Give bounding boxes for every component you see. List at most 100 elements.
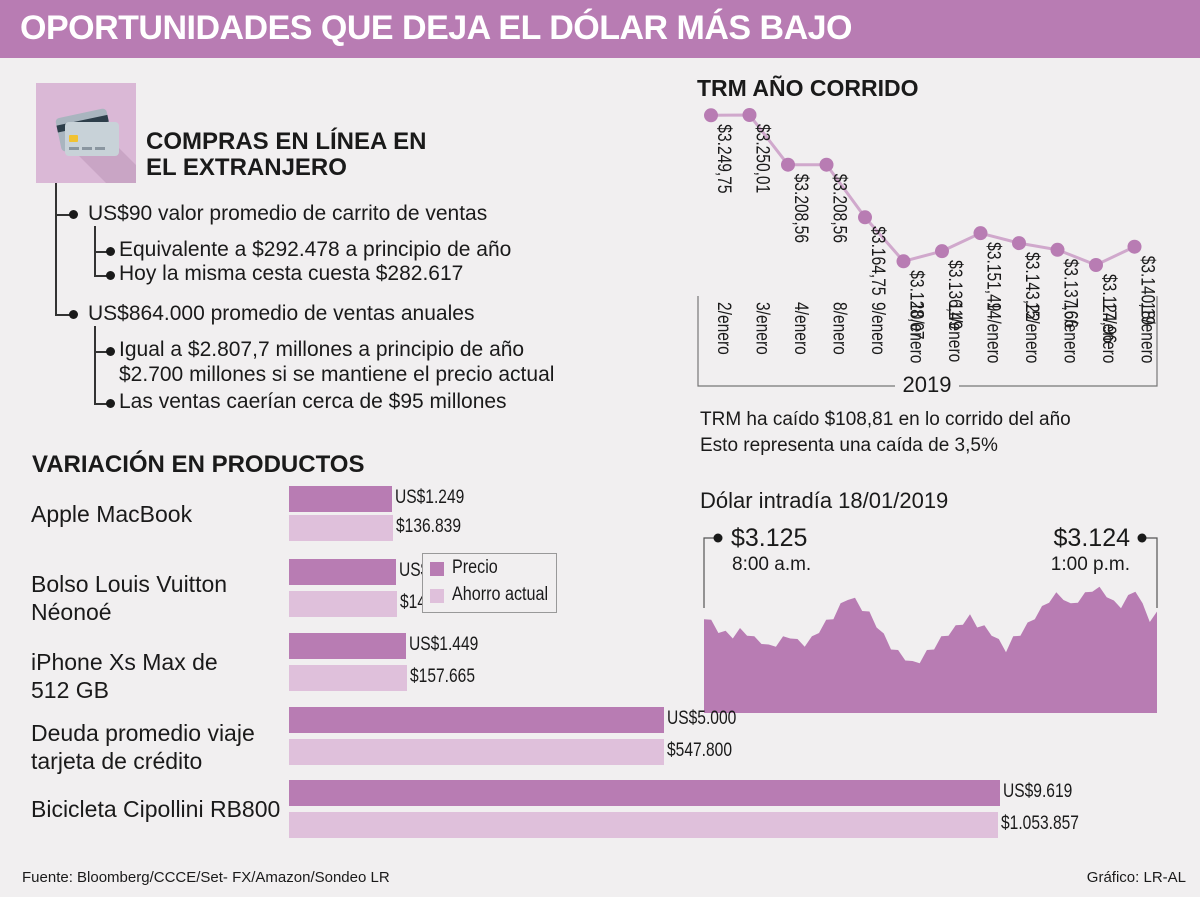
tree-branch xyxy=(94,403,108,405)
productos-title: VARIACIÓN EN PRODUCTOS xyxy=(32,451,365,478)
tree-branch xyxy=(55,214,71,216)
trm-point xyxy=(781,157,795,172)
bar-precio xyxy=(289,633,407,659)
trm-value-label: $3.208,56 xyxy=(829,174,851,243)
bullet-dot xyxy=(106,399,115,408)
trm-value-label: $3.128,07 xyxy=(906,270,928,339)
trm-line-chart: TRM AÑO CORRIDO $3.249,75 $3.250,01 $3.208… xyxy=(697,74,1159,456)
trm-date-label: 4/enero xyxy=(791,302,813,355)
compras-title-line2: EL EXTRANJERO xyxy=(146,154,347,181)
tree-line-main xyxy=(55,183,57,315)
sub-caerian: Las ventas caerían cerca de $95 millones xyxy=(119,390,507,413)
page-title: OPORTUNIDADES QUE DEJA EL DÓLAR MÁS BAJO xyxy=(20,9,852,47)
trm-point xyxy=(1127,239,1142,254)
trm-point xyxy=(704,108,718,123)
product-label-bicicleta: Bicicleta Cipollini RB800 xyxy=(31,796,281,822)
intraday-title: Dólar intradía 18/01/2019 xyxy=(700,488,948,513)
trm-note-1: TRM ha caído $108,81 en lo corrido del a… xyxy=(700,409,1071,430)
trm-date-label: 2/enero xyxy=(714,302,736,355)
trm-title: TRM AÑO CORRIDO xyxy=(697,74,918,101)
bar-ahorro-label: $136.839 xyxy=(396,516,462,537)
trm-value-label: $3.143,22 xyxy=(1022,252,1044,321)
trm-point xyxy=(1089,258,1103,272)
trm-xlabel: 2019 xyxy=(903,372,952,397)
intraday-start-time: 8:00 a.m. xyxy=(732,554,811,575)
product-label-bolso: Bolso Louis Vuitton Néonoé xyxy=(31,571,228,625)
bullet-ventas: US$864.000 promedio de ventas anuales xyxy=(88,302,475,325)
trm-point xyxy=(1050,242,1065,257)
trm-point xyxy=(1012,236,1026,251)
bullet-dot xyxy=(106,247,115,256)
sub-equivalente: Equivalente a $292.478 a principio de añ… xyxy=(119,238,512,261)
intraday-end-dot xyxy=(1137,533,1147,543)
trm-value-label: $3.250,01 xyxy=(752,124,774,193)
footer-source: Fuente: Bloomberg/CCCE/Set- FX/Amazon/So… xyxy=(22,869,390,886)
bar-ahorro xyxy=(289,812,998,838)
bullet-dot xyxy=(106,271,115,280)
bullet-dot xyxy=(69,310,78,319)
trm-date-label: 8/enero xyxy=(829,302,851,355)
trm-value-label: $3.140,19 xyxy=(1137,256,1159,325)
trm-value-label: $3.137,66 xyxy=(1060,259,1082,328)
bullet-dot xyxy=(69,210,78,219)
trm-date-label: 14/enero xyxy=(983,302,1005,363)
intraday-end-time: 1:00 p.m. xyxy=(1051,554,1130,575)
trm-value-label: $3.208,56 xyxy=(791,174,813,243)
trm-value-label: $3.124,96 xyxy=(1099,274,1121,343)
trm-point xyxy=(973,226,988,241)
product-label-iphone: iPhone Xs Max de 512 GB xyxy=(31,649,218,703)
bullet-dot xyxy=(106,347,115,356)
trm-point xyxy=(935,244,949,259)
bar-precio xyxy=(289,559,396,585)
trm-value-label: $3.249,75 xyxy=(714,124,736,193)
bullet-carrito: US$90 valor promedio de carrito de venta… xyxy=(88,202,488,225)
credit-card-icon-box xyxy=(36,83,136,183)
bar-ahorro-label: $1.053.857 xyxy=(1001,813,1079,834)
trm-point xyxy=(896,254,911,269)
trm-date-label: 15/enero xyxy=(1022,302,1044,363)
product-label-deuda: Deuda promedio viaje tarjeta de crédito xyxy=(31,720,255,774)
header-banner: OPORTUNIDADES QUE DEJA EL DÓLAR MÁS BAJO xyxy=(0,0,1200,58)
bar-ahorro xyxy=(289,665,407,691)
legend-label-ahorro: Ahorro actual xyxy=(452,584,549,605)
trm-point xyxy=(819,157,834,172)
intraday-start-dot xyxy=(713,533,723,543)
chart-legend: Precio Ahorro actual xyxy=(422,553,557,613)
bar-ahorro xyxy=(289,739,665,765)
tree-line-sub xyxy=(94,326,96,404)
tree-branch xyxy=(94,275,108,277)
trm-date-label: 17/enero xyxy=(1099,302,1121,363)
trm-date-label: 3/enero xyxy=(752,302,774,355)
sub-igual: Igual a $2.807,7 millones a principio de… xyxy=(119,338,525,361)
trm-date-label: 10/enero xyxy=(906,302,928,363)
footer-credit: Gráfico: LR-AL xyxy=(1086,869,1186,886)
sub-igual-cont: $2.700 millones si se mantiene el precio… xyxy=(119,363,555,386)
product-label-macbook: Apple MacBook xyxy=(31,501,193,527)
trm-date-label: 16/enero xyxy=(1060,302,1082,363)
tree-branch xyxy=(55,314,71,316)
bar-ahorro xyxy=(289,515,394,541)
trm-value-label: $3.164,75 xyxy=(868,226,890,295)
intraday-area-chart: Dólar intradía 18/01/2019 $3.125 8:00 a.… xyxy=(700,488,1158,713)
compras-title-line1: COMPRAS EN LÍNEA EN xyxy=(146,128,427,155)
bar-precio-label: US$1.249 xyxy=(394,487,465,508)
legend-swatch-ahorro xyxy=(430,589,444,603)
sub-cesta: Hoy la misma cesta cuesta $282.617 xyxy=(119,262,464,285)
trm-note-2: Esto representa una caída de 3,5% xyxy=(700,435,998,456)
trm-value-label: $3.136,49 xyxy=(945,260,967,329)
bar-ahorro-label: $547.800 xyxy=(667,740,733,761)
bar-precio-label: US$5.000 xyxy=(667,708,737,729)
trm-date-label: 11/enero xyxy=(945,302,967,362)
trm-date-label: 9/enero xyxy=(868,302,890,355)
intraday-area xyxy=(704,586,1157,713)
legend-label-precio: Precio xyxy=(452,557,498,578)
trm-value-label: $3.151,49 xyxy=(983,242,1005,311)
trm-point xyxy=(858,210,872,225)
bar-precio xyxy=(289,486,392,512)
bar-precio xyxy=(289,707,665,733)
trm-date-label: 18/enero xyxy=(1137,302,1159,363)
legend-swatch-precio xyxy=(430,562,444,576)
bar-ahorro-label: $157.665 xyxy=(410,666,475,687)
intraday-end-bracket xyxy=(1146,537,1158,608)
trm-point xyxy=(742,108,757,122)
